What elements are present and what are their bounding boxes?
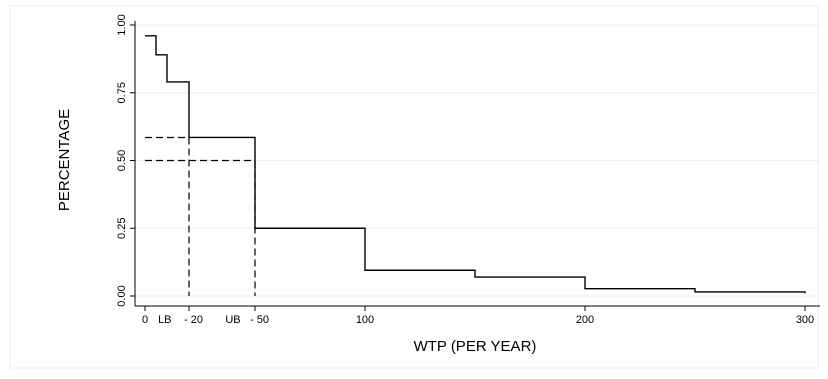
x-ticks: 0 LB - 20 UB - 50 100 200 300	[142, 306, 814, 326]
y-tick-label-1: 0.25	[116, 218, 128, 239]
y-tick-label-2: 0.50	[116, 150, 128, 171]
y-ticks: 0.00 0.25 0.50 0.75 1.00	[116, 14, 135, 307]
x-tick-label-3: UB	[225, 314, 240, 326]
x-tick-label-7: 300	[796, 314, 814, 326]
axes	[134, 21, 820, 307]
y-tick-label-3: 0.75	[116, 82, 128, 103]
chart-frame	[9, 5, 819, 369]
x-axis-title: WTP (PER YEAR)	[414, 338, 537, 355]
series-group	[145, 35, 806, 294]
x-tick-label-4: - 50	[250, 314, 269, 326]
y-tick-label-0: 0.00	[116, 285, 128, 306]
x-tick-label-1: LB	[158, 314, 171, 326]
x-tick-label-6: 200	[576, 314, 594, 326]
y-axis-title: PERCENTAGE	[56, 109, 73, 211]
gridlines	[135, 24, 820, 297]
y-tick-label-4: 1.00	[116, 14, 128, 35]
x-tick-label-5: 100	[356, 314, 374, 326]
x-tick-label-2: - 20	[184, 314, 203, 326]
x-tick-label-0: 0	[142, 314, 148, 326]
series-line-0	[145, 35, 806, 294]
